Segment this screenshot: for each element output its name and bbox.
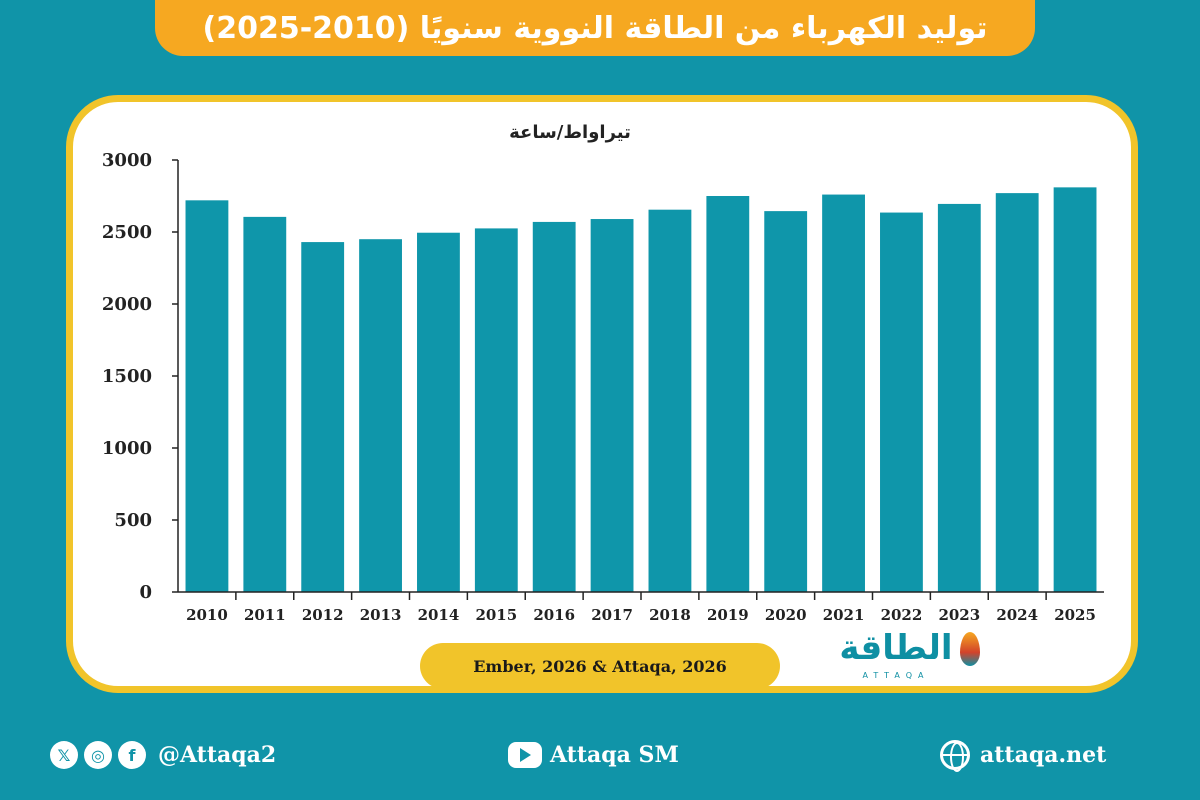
bar-2010 [185, 200, 229, 592]
x-tick-label: 2021 [823, 606, 865, 624]
bar-2024 [995, 193, 1039, 592]
x-tick-label: 2011 [244, 606, 286, 624]
x-tick-label: 2012 [302, 606, 344, 624]
social-handle[interactable]: @Attaqa2 [158, 742, 277, 768]
y-tick-label: 1500 [102, 366, 152, 387]
y-tick-label: 2500 [102, 222, 152, 243]
x-tick-label: 2015 [475, 606, 517, 624]
x-tick-label: 2017 [591, 606, 633, 624]
bar-2012 [301, 242, 345, 592]
bar-2019 [706, 196, 750, 592]
logo-text: الطاقة [839, 628, 953, 668]
y-tick-label: 0 [139, 582, 152, 603]
instagram-icon[interactable]: ◎ [84, 741, 112, 769]
bar-2018 [648, 209, 692, 592]
flame-drop-icon [960, 632, 980, 666]
y-tick-label: 500 [114, 510, 152, 531]
chart-title: توليد الكهرباء من الطاقة النووية سنويًا … [202, 10, 988, 46]
source-text: Ember, 2026 & Attaqa, 2026 [473, 656, 727, 676]
title-banner: توليد الكهرباء من الطاقة النووية سنويًا … [155, 0, 1035, 56]
bar-2022 [880, 212, 923, 592]
x-tick-label: 2025 [1054, 606, 1096, 624]
attaqa-logo: الطاقة ATTAQA [826, 628, 986, 684]
y-axis-label: تيراواط/ساعة [509, 122, 631, 143]
bar-2015 [474, 228, 518, 592]
youtube-icon[interactable] [508, 742, 542, 768]
y-tick-label: 2000 [102, 294, 152, 315]
website-link[interactable]: attaqa.net [980, 742, 1107, 768]
x-tick-label: 2020 [765, 606, 807, 624]
source-pill: Ember, 2026 & Attaqa, 2026 [420, 643, 780, 689]
youtube-footer: Attaqa SM [508, 735, 679, 775]
y-axis: 0 500 1000 1500 2000 2500 3000 [102, 150, 179, 603]
bar-2013 [359, 239, 402, 592]
x-tick-label: 2010 [186, 606, 228, 624]
x-tick-label: 2014 [418, 606, 460, 624]
x-tick-label: 2024 [996, 606, 1038, 624]
bar-2025 [1053, 187, 1097, 593]
x-axis: 2010 2011 2012 2013 2014 2015 2016 2017 2018 2019… [178, 591, 1104, 624]
website-footer: attaqa.net [940, 735, 1106, 775]
bars [185, 187, 1097, 593]
globe-icon [940, 740, 970, 772]
bar-2021 [822, 194, 865, 592]
bar-2017 [590, 219, 634, 593]
bar-2011 [243, 216, 287, 592]
bar-2016 [532, 221, 576, 593]
logo-subtext: ATTAQA [862, 671, 930, 680]
x-tick-label: 2013 [360, 606, 402, 624]
x-tick-label: 2019 [707, 606, 749, 624]
bar-2023 [937, 203, 981, 593]
social-footer: 𝕏 ◎ f @Attaqa2 [50, 735, 276, 775]
x-tick-label: 2023 [938, 606, 980, 624]
x-tick-label: 2016 [533, 606, 575, 624]
bar-2014 [417, 232, 460, 592]
youtube-channel[interactable]: Attaqa SM [550, 742, 679, 768]
bar-2020 [764, 211, 808, 592]
x-icon[interactable]: 𝕏 [50, 741, 78, 769]
x-tick-label: 2022 [881, 606, 923, 624]
x-tick-label: 2018 [649, 606, 691, 624]
facebook-icon[interactable]: f [118, 741, 146, 769]
y-tick-label: 3000 [102, 150, 152, 171]
y-tick-label: 1000 [102, 438, 152, 459]
